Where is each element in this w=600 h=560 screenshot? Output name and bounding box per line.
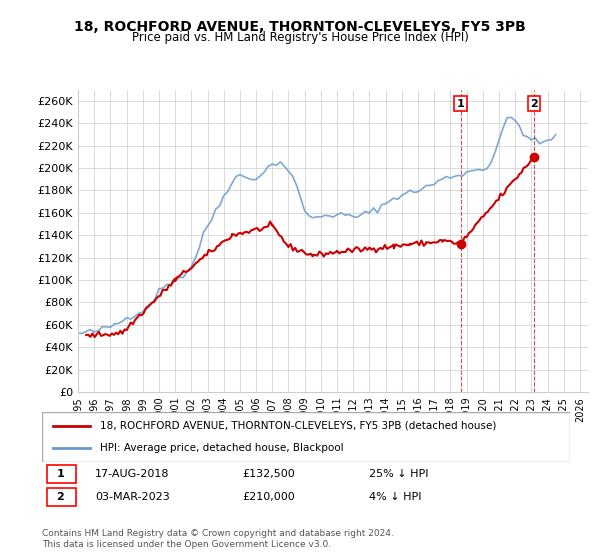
FancyBboxPatch shape	[42, 412, 570, 462]
Text: 03-MAR-2023: 03-MAR-2023	[95, 492, 170, 502]
FancyBboxPatch shape	[47, 488, 76, 506]
Text: Contains HM Land Registry data © Crown copyright and database right 2024.
This d: Contains HM Land Registry data © Crown c…	[42, 529, 394, 549]
Text: 4% ↓ HPI: 4% ↓ HPI	[370, 492, 422, 502]
FancyBboxPatch shape	[47, 465, 76, 483]
Text: 1: 1	[457, 99, 464, 109]
Text: 2: 2	[530, 99, 538, 109]
Text: 18, ROCHFORD AVENUE, THORNTON-CLEVELEYS, FY5 3PB: 18, ROCHFORD AVENUE, THORNTON-CLEVELEYS,…	[74, 20, 526, 34]
Text: 25% ↓ HPI: 25% ↓ HPI	[370, 469, 429, 479]
Text: 18, ROCHFORD AVENUE, THORNTON-CLEVELEYS, FY5 3PB (detached house): 18, ROCHFORD AVENUE, THORNTON-CLEVELEYS,…	[100, 421, 496, 431]
Text: 1: 1	[56, 469, 64, 479]
Text: £132,500: £132,500	[242, 469, 295, 479]
Text: £210,000: £210,000	[242, 492, 295, 502]
Text: HPI: Average price, detached house, Blackpool: HPI: Average price, detached house, Blac…	[100, 443, 344, 453]
Text: Price paid vs. HM Land Registry's House Price Index (HPI): Price paid vs. HM Land Registry's House …	[131, 31, 469, 44]
Text: 17-AUG-2018: 17-AUG-2018	[95, 469, 169, 479]
Text: 2: 2	[56, 492, 64, 502]
